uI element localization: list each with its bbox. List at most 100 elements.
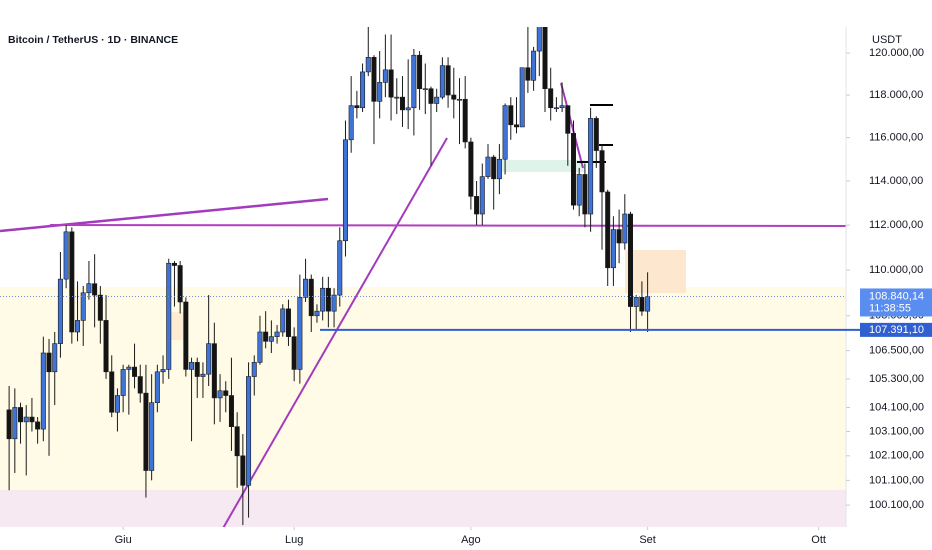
candle-body <box>588 118 594 215</box>
candle-body <box>388 69 394 98</box>
y-tick-label: 106.500,00 <box>869 345 924 357</box>
candle-body <box>405 107 411 111</box>
candle-body <box>536 27 542 52</box>
candle-body <box>63 231 69 280</box>
candle-body <box>154 371 160 403</box>
zone <box>625 250 686 293</box>
x-tick-label: Ago <box>461 534 481 546</box>
candle-body <box>86 283 92 294</box>
candle-body <box>337 240 343 296</box>
candles <box>6 27 651 526</box>
candle-body <box>559 105 565 109</box>
candle-body <box>548 88 554 109</box>
y-tick-label: 100.100,00 <box>869 499 924 511</box>
candle-body <box>468 141 474 197</box>
y-tick-label: 110.000,00 <box>869 264 923 276</box>
candle-body <box>314 310 320 317</box>
zone <box>0 287 846 490</box>
candle-body <box>80 292 86 321</box>
candle-body <box>166 262 172 370</box>
candle-body <box>622 213 628 244</box>
candle-body <box>491 156 497 180</box>
candle-body <box>183 301 189 370</box>
candle-body <box>531 50 537 81</box>
candle-body <box>132 366 138 377</box>
candle-body <box>137 376 143 394</box>
candle-body <box>354 105 360 109</box>
candle-body <box>69 231 75 333</box>
candle-body <box>291 336 297 370</box>
candle-body <box>6 409 12 440</box>
candle-body <box>342 139 348 242</box>
candle-body <box>593 118 599 151</box>
y-tick-label: 105.300,00 <box>869 373 924 385</box>
zone <box>0 490 846 527</box>
trend-line <box>560 82 584 169</box>
candle-body <box>565 105 571 134</box>
y-tick-label: 103.100,00 <box>869 425 924 437</box>
candle-body <box>616 229 622 244</box>
candle-body <box>257 331 263 363</box>
candle-body <box>320 287 326 312</box>
candle-body <box>18 407 24 423</box>
candle-body <box>331 294 337 312</box>
candle-body <box>365 56 371 73</box>
candle-body <box>417 54 423 90</box>
candle-body <box>599 150 605 193</box>
candle-body <box>382 69 388 83</box>
candle-body <box>428 88 434 104</box>
candle-body <box>29 416 35 423</box>
candle-body <box>274 331 280 337</box>
candle-body <box>200 373 206 377</box>
candle-body <box>160 369 166 373</box>
trend-line <box>222 137 448 527</box>
candle-body <box>445 65 451 96</box>
candle-body <box>46 352 52 373</box>
candle-body <box>303 278 309 298</box>
candle-body <box>126 366 132 370</box>
candle-body <box>268 336 274 342</box>
candle-body <box>308 278 314 317</box>
candle-body <box>525 67 531 81</box>
y-tick-label: 114.000,00 <box>869 175 923 187</box>
price-box <box>860 288 932 317</box>
x-tick-label: Giu <box>115 534 132 546</box>
candle-body <box>513 124 519 128</box>
candle-body <box>422 88 428 91</box>
candle-body <box>377 82 383 102</box>
candle-body <box>240 455 246 486</box>
candle-body <box>92 283 98 296</box>
candle-body <box>103 320 109 373</box>
candle-body <box>456 98 462 101</box>
candle-body <box>439 65 445 98</box>
x-tick-label: Ott <box>811 534 826 546</box>
candle-body <box>633 297 639 307</box>
candle-body <box>189 362 195 370</box>
candle-body <box>171 262 177 266</box>
candle-body <box>234 426 240 457</box>
candle-body <box>120 369 126 396</box>
candle-body <box>206 343 212 375</box>
candle-body <box>411 54 417 109</box>
candle-body <box>360 71 366 109</box>
candle-body <box>582 174 588 215</box>
candle-body <box>462 98 468 143</box>
y-tick-label: 101.100,00 <box>869 474 924 486</box>
candle-body <box>35 421 41 430</box>
x-tick-label: Set <box>639 534 656 546</box>
candle-body <box>149 402 155 471</box>
candle-body <box>542 27 548 90</box>
candle-body <box>177 265 183 303</box>
candle-body <box>485 156 491 177</box>
zone <box>170 312 186 340</box>
candle-body <box>75 320 81 333</box>
candle-body <box>610 229 616 269</box>
candle-body <box>496 158 502 180</box>
candle-body <box>399 96 405 111</box>
candle-body <box>211 343 217 399</box>
candle-body <box>645 296 651 312</box>
y-tick-label: 104.100,00 <box>869 401 924 413</box>
candle-body <box>325 287 331 312</box>
candle-body <box>114 395 120 413</box>
